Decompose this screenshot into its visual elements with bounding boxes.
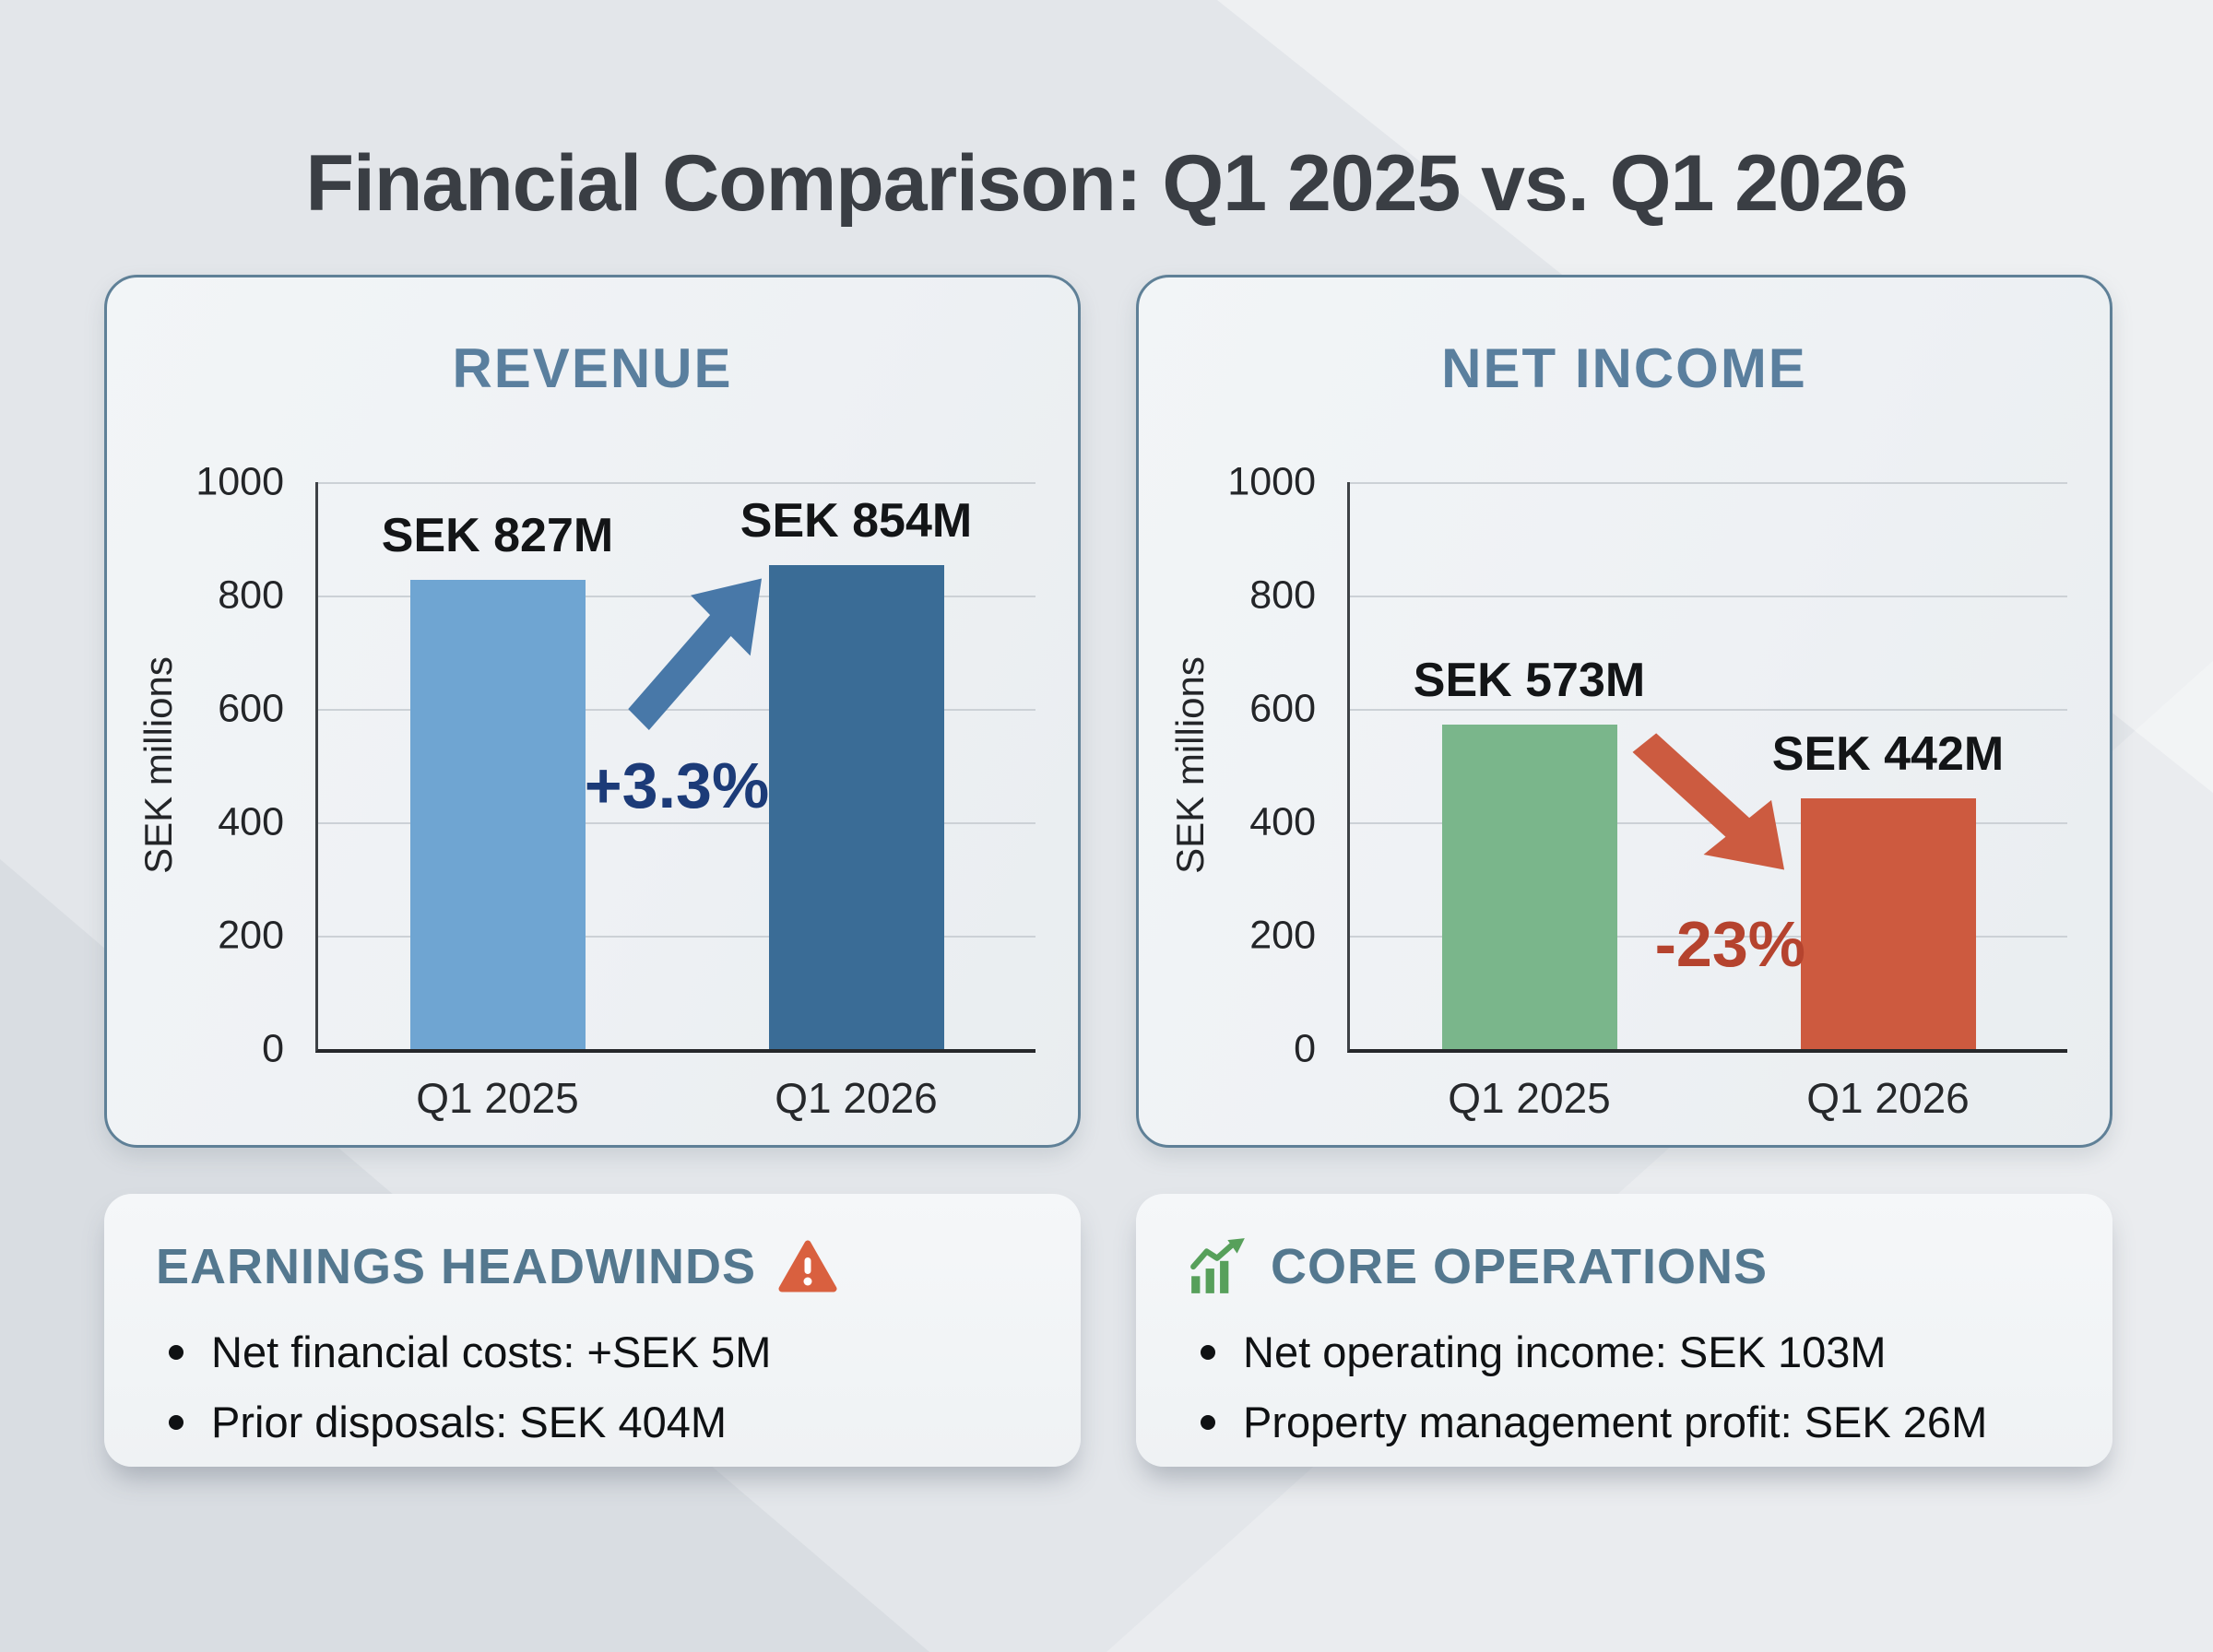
bullet-dot <box>169 1345 183 1360</box>
bullet-dot <box>169 1415 183 1430</box>
revenue-chart-panel: REVENUE SEK millions 1000 800 600 400 20… <box>104 275 1081 1148</box>
bullet-text: Property management profit: SEK 26M <box>1243 1398 1988 1446</box>
y-tick: 800 <box>1249 572 1316 618</box>
gridline <box>318 596 1035 597</box>
gridline <box>318 822 1035 824</box>
callout-bullet-list: Net financial costs: +SEK 5M Prior dispo… <box>156 1317 1029 1457</box>
y-tick: 0 <box>1294 1026 1316 1071</box>
y-axis-ticks: 1000 800 600 400 200 0 <box>135 460 284 1071</box>
y-tick: 0 <box>262 1026 284 1071</box>
chart-title: REVENUE <box>452 337 733 399</box>
x-tick: Q1 2025 <box>416 1074 579 1122</box>
x-tick: Q1 2026 <box>775 1074 938 1122</box>
y-tick: 1000 <box>1227 459 1316 504</box>
chart-title: NET INCOME <box>1441 337 1807 399</box>
callout-title: EARNINGS HEADWINDS <box>156 1238 1029 1295</box>
gridline <box>1350 709 2067 711</box>
net-income-chart-panel: NET INCOME SEK millions 1000 800 600 400… <box>1136 275 2112 1148</box>
gridline <box>318 709 1035 711</box>
bullet-text: Prior disposals: SEK 404M <box>211 1398 728 1446</box>
x-tick: Q1 2026 <box>1806 1074 1970 1122</box>
bullet-text: Net financial costs: +SEK 5M <box>211 1328 772 1376</box>
y-tick: 400 <box>1249 799 1316 844</box>
bar-value-label: SEK 854M <box>740 493 973 548</box>
y-tick: 400 <box>218 799 284 844</box>
bullet-dot <box>1201 1345 1215 1360</box>
gridline <box>1350 936 2067 938</box>
change-percent-label: -23% <box>1654 908 1806 981</box>
bullet-item: Property management profit: SEK 26M <box>1201 1387 2061 1457</box>
bullet-dot <box>1201 1415 1215 1430</box>
up-arrow-icon <box>620 561 777 732</box>
callout-title-text: CORE OPERATIONS <box>1271 1239 1769 1294</box>
down-arrow-icon <box>1623 732 1803 885</box>
warning-triangle-icon <box>778 1240 837 1292</box>
bar-value-label: SEK 827M <box>381 509 614 563</box>
gridline <box>1350 596 2067 597</box>
bar-q1-2026 <box>768 564 944 1049</box>
growth-chart-icon <box>1190 1238 1245 1293</box>
callout-title: CORE OPERATIONS <box>1188 1238 2061 1295</box>
y-tick: 800 <box>218 572 284 618</box>
callout-bullet-list: Net operating income: SEK 103M Property … <box>1188 1317 2061 1457</box>
earnings-headwinds-callout: EARNINGS HEADWINDS Net financial costs: … <box>104 1194 1081 1467</box>
callout-title-text: EARNINGS HEADWINDS <box>156 1239 757 1294</box>
gridline <box>318 482 1035 484</box>
plot-area: SEK 573M SEK 442M -23% Q1 2025 Q1 2026 <box>1347 482 2067 1122</box>
plot-area: SEK 827M SEK 854M +3.3% Q1 2025 Q1 2026 <box>315 482 1035 1122</box>
bullet-item: Prior disposals: SEK 404M <box>169 1387 1029 1457</box>
bullet-text: Net operating income: SEK 103M <box>1243 1328 1887 1376</box>
bar-value-label: SEK 442M <box>1771 727 2005 782</box>
bar-value-label: SEK 573M <box>1413 653 1646 707</box>
y-tick: 200 <box>218 913 284 958</box>
bar-q1-2025 <box>1441 724 1617 1049</box>
bullet-item: Net operating income: SEK 103M <box>1201 1317 2061 1387</box>
change-percent-label: +3.3% <box>584 749 770 821</box>
gridline <box>1350 822 2067 824</box>
y-tick: 600 <box>218 686 284 731</box>
x-tick: Q1 2025 <box>1448 1074 1611 1122</box>
bar-q1-2025 <box>409 580 586 1049</box>
y-axis-ticks: 1000 800 600 400 200 0 <box>1166 460 1316 1071</box>
gridline <box>318 936 1035 938</box>
core-operations-callout: CORE OPERATIONS Net operating income: SE… <box>1136 1194 2112 1467</box>
gridline <box>1350 482 2067 484</box>
y-tick: 1000 <box>195 459 284 504</box>
y-tick: 600 <box>1249 686 1316 731</box>
bar-q1-2026 <box>1800 798 1976 1049</box>
page-title: Financial Comparison: Q1 2025 vs. Q1 202… <box>305 138 1908 228</box>
bullet-item: Net financial costs: +SEK 5M <box>169 1317 1029 1387</box>
y-tick: 200 <box>1249 913 1316 958</box>
